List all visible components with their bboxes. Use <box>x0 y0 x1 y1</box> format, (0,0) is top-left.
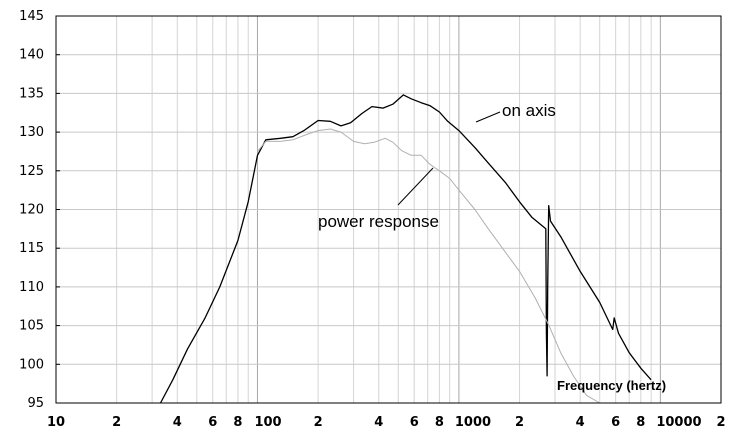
y-tick-label: 105 <box>19 319 44 334</box>
x-tick-label: 2 <box>314 415 323 430</box>
x-tick-label: 2 <box>515 415 524 430</box>
x-tick-label: 10 <box>47 415 65 430</box>
series-group <box>159 94 652 404</box>
power-response-pointer <box>397 167 434 206</box>
on-axis-pointer <box>475 111 501 123</box>
on-axis-annotation: on axis <box>502 101 556 120</box>
x-tick-label: 4 <box>576 415 585 430</box>
x-tick-label: 1000 <box>455 415 491 430</box>
x-tick-label: 8 <box>636 415 645 430</box>
y-tick-label: 100 <box>19 357 44 372</box>
x-tick-label: 4 <box>374 415 383 430</box>
x-tick-label: 8 <box>233 415 242 430</box>
series-line-power-response <box>257 128 600 404</box>
x-tick-label: 10000 <box>656 415 701 430</box>
x-axis-title: Frequency (hertz) <box>557 378 666 393</box>
x-tick-label: 2 <box>716 415 725 430</box>
y-tick-label: 145 <box>19 9 44 24</box>
y-tick-label: 130 <box>19 125 44 140</box>
x-tick-label: 4 <box>173 415 182 430</box>
x-tick-label: 100 <box>254 415 281 430</box>
x-tick-label: 6 <box>410 415 419 430</box>
x-tick-label: 6 <box>208 415 217 430</box>
x-tick-label: 8 <box>435 415 444 430</box>
power-response-annotation: power response <box>318 212 439 231</box>
y-tick-label: 135 <box>19 86 44 101</box>
y-tick-label: 110 <box>19 280 44 295</box>
y-tick-label: 115 <box>19 241 44 256</box>
y-tick-label: 120 <box>19 203 44 218</box>
y-tick-label: 95 <box>27 396 44 411</box>
x-tick-label: 6 <box>611 415 620 430</box>
x-tick-label: 2 <box>112 415 121 430</box>
y-tick-label: 125 <box>19 164 44 179</box>
y-tick-label: 140 <box>19 48 44 63</box>
